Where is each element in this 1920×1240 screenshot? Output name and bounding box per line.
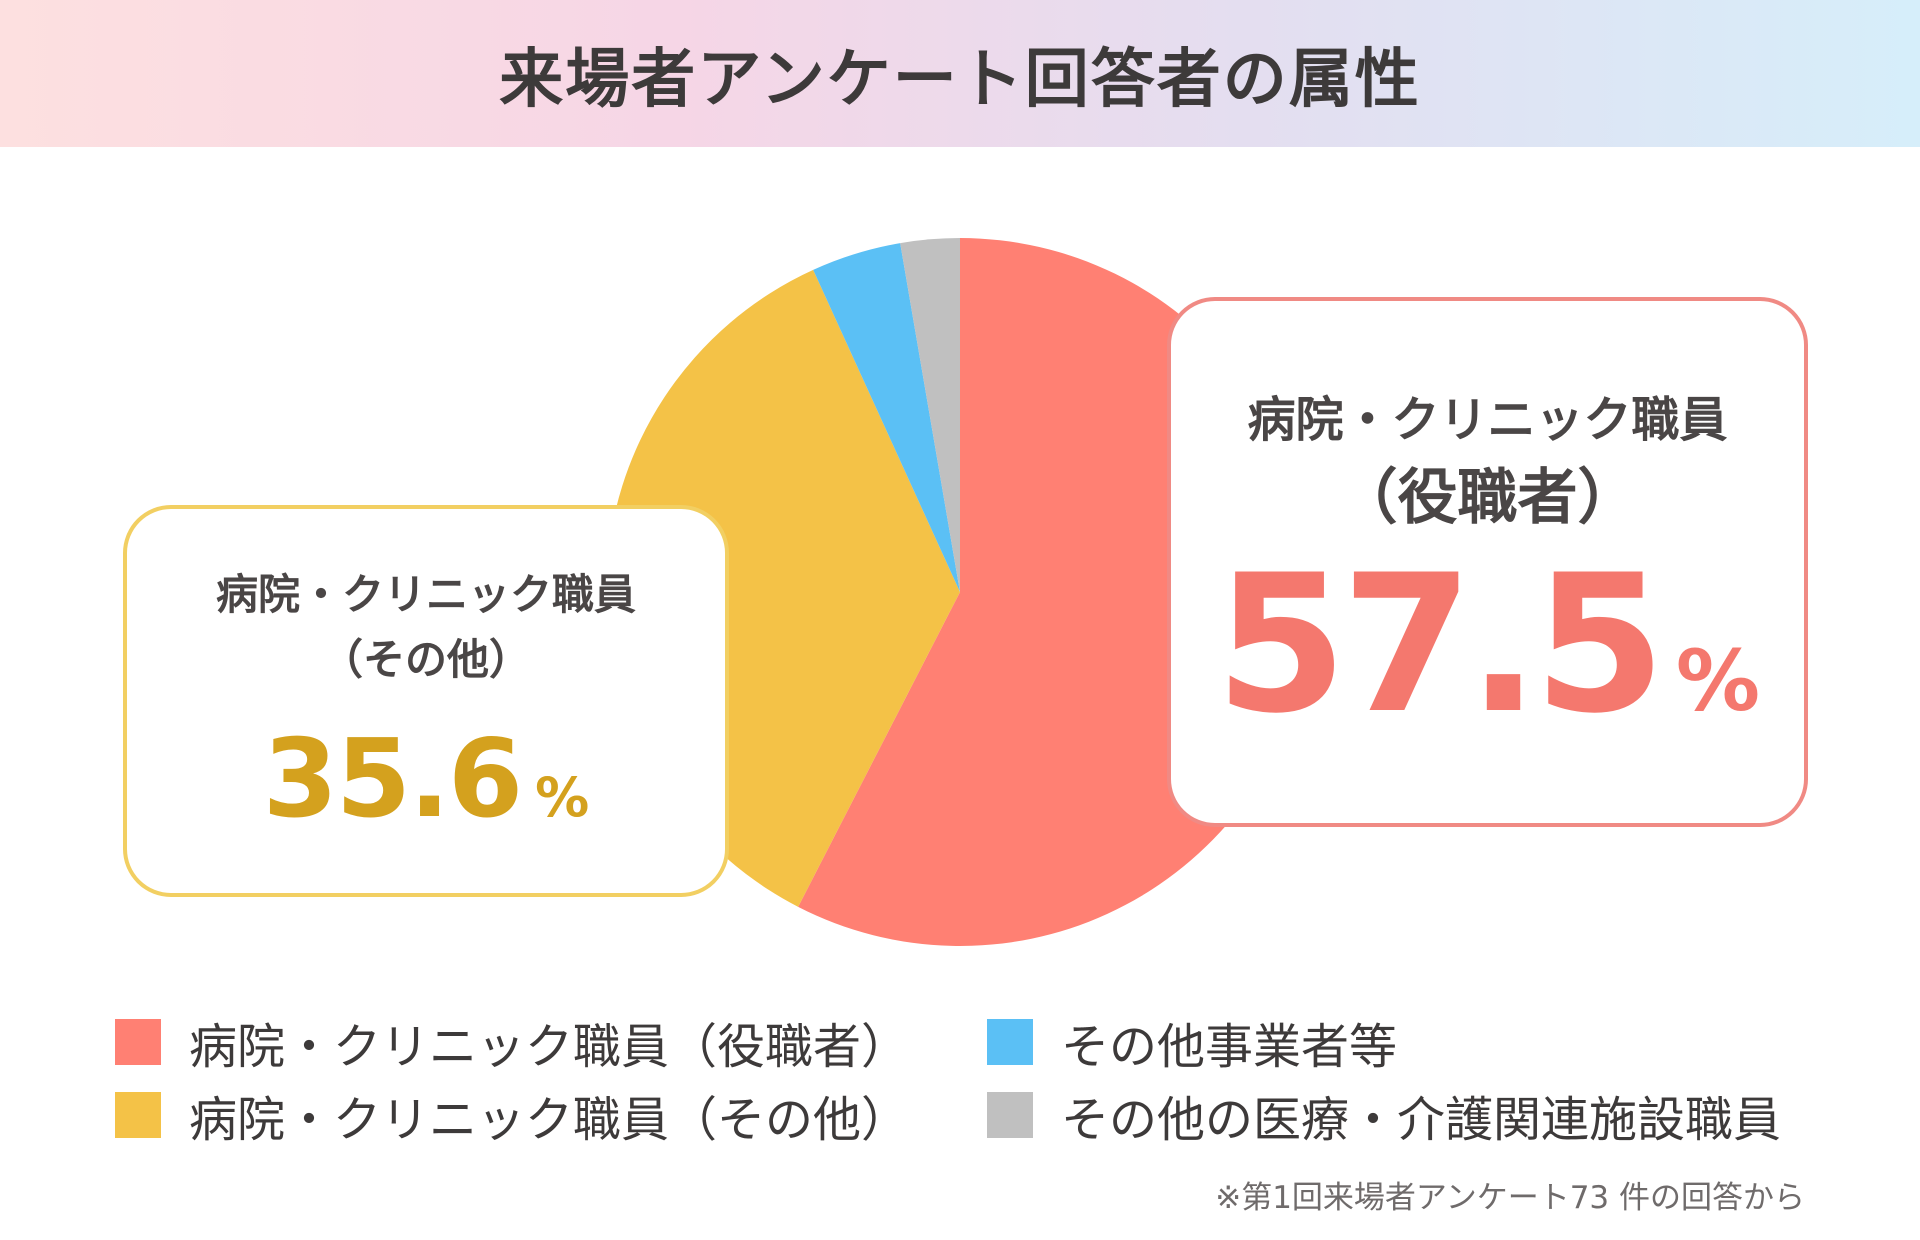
legend-item-other-business: その他事業者等 (987, 1007, 1397, 1077)
title-banner (0, 0, 1920, 147)
legend-swatch (115, 1019, 161, 1065)
callout-right-sub: （役職者） (1337, 463, 1638, 533)
legend-label: 病院・クリニック職員（その他） (189, 1092, 910, 1148)
pie-slice-3 (900, 238, 960, 592)
callout-left-percent-value: 35.6 (262, 716, 523, 842)
chart-title: 来場者アンケート回答者の属性 (499, 42, 1421, 117)
callout-manager-staff: 病院・クリニック職員 （役職者） 57.5 % (1167, 297, 1808, 827)
callout-other-staff: 病院・クリニック職員 （その他） 35.6 % (123, 505, 729, 897)
callout-right-percent-value: 57.5 (1215, 534, 1666, 755)
source-note: ※第1回来場者アンケート73 件の回答から (1215, 1180, 1805, 1216)
legend-label: 病院・クリニック職員（役職者） (189, 1019, 910, 1075)
callout-right-label: 病院・クリニック職員 (1247, 392, 1728, 448)
callout-right-percent: 57.5 % (1215, 550, 1760, 740)
pie-slice-2 (813, 243, 960, 592)
legend-swatch (115, 1092, 161, 1138)
legend-item-manager-staff: 病院・クリニック職員（役職者） (115, 1007, 909, 1077)
legend-label: その他事業者等 (1061, 1019, 1398, 1075)
legend-item-other-facility: その他の医療・介護関連施設職員 (987, 1080, 1781, 1150)
callout-left-label: 病院・クリニック職員 (215, 569, 636, 619)
callout-left-percent-unit: % (535, 765, 590, 829)
legend-label: その他の医療・介護関連施設職員 (1061, 1092, 1782, 1148)
callout-right-percent-unit: % (1675, 632, 1760, 730)
callout-left-sub: （その他） (320, 634, 531, 684)
legend-swatch (987, 1092, 1033, 1138)
legend-swatch (987, 1019, 1033, 1065)
callout-left-percent: 35.6 % (263, 717, 590, 842)
legend-item-other-staff: 病院・クリニック職員（その他） (115, 1080, 909, 1150)
